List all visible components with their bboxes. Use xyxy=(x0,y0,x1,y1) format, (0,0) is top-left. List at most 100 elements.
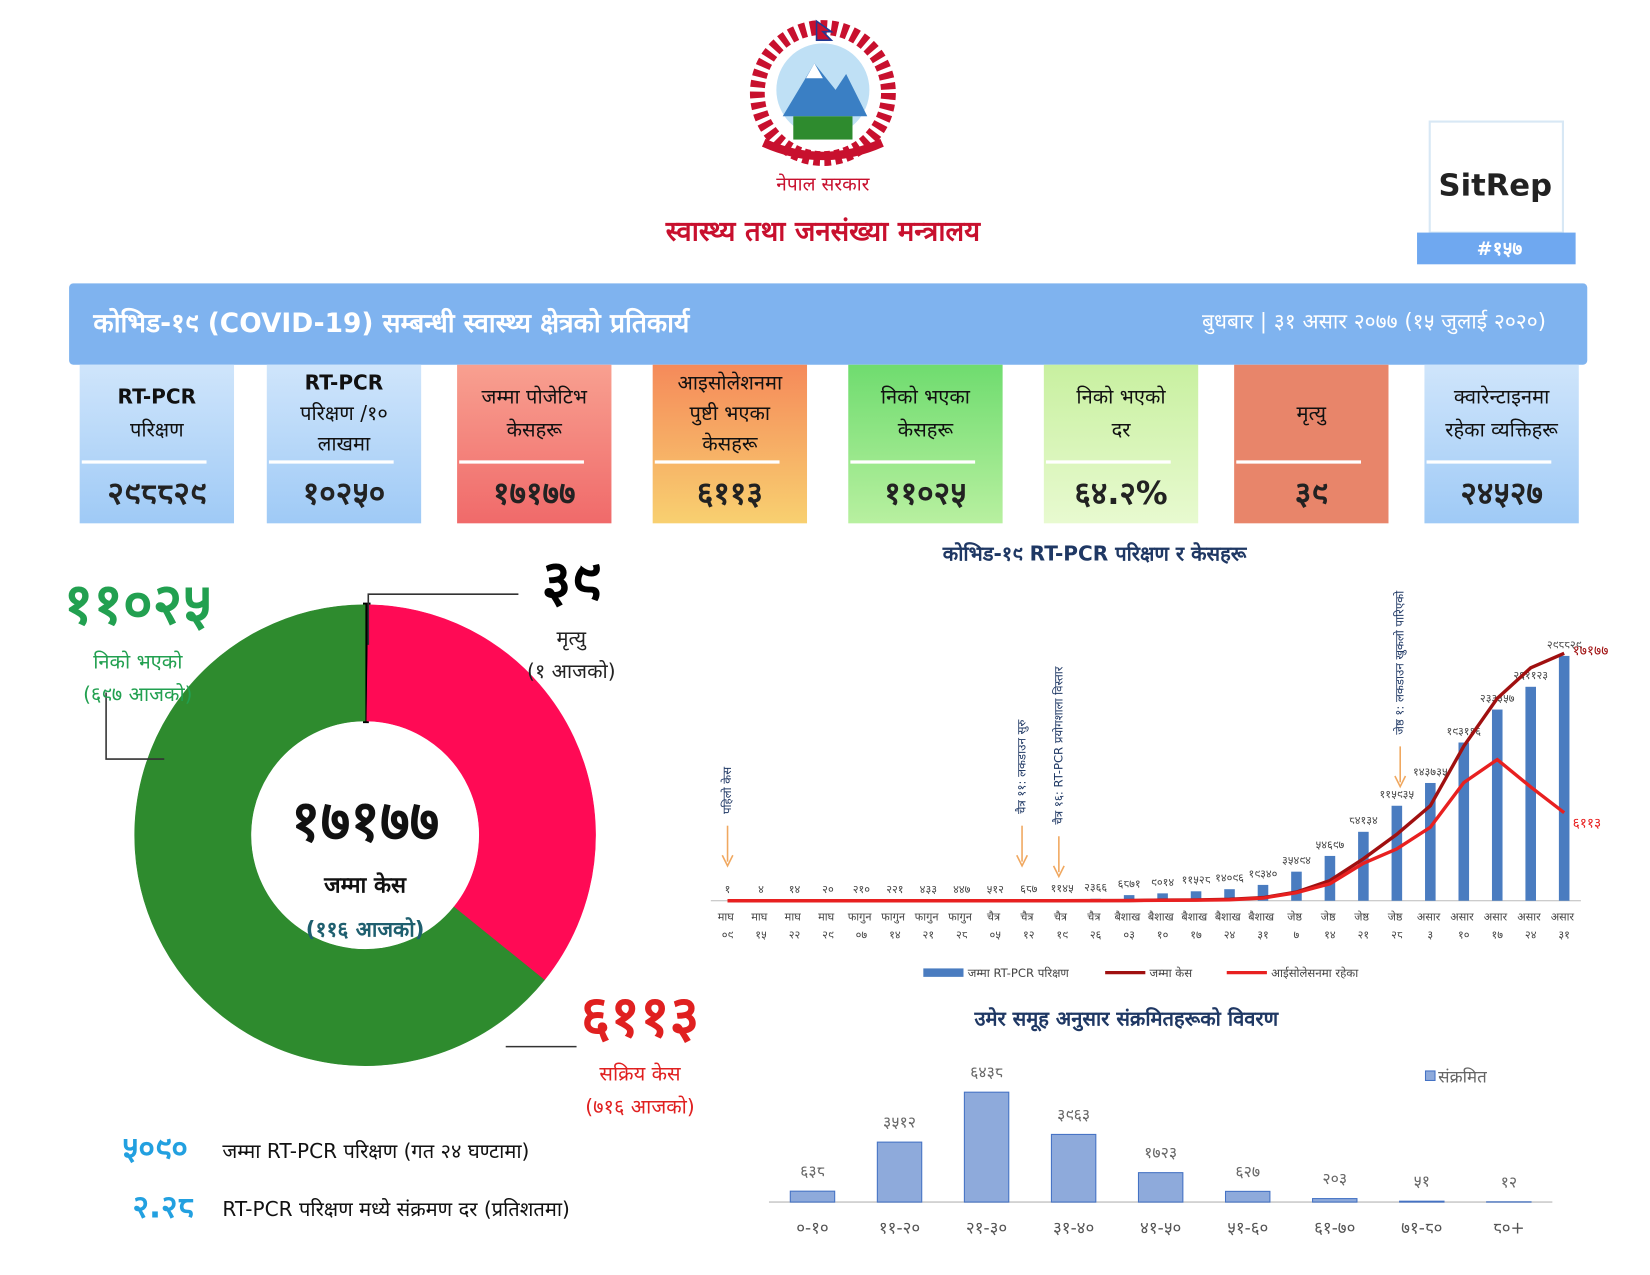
bar-value-label: १४३७३५ xyxy=(1413,765,1448,778)
bar-value-label: ९०१४ xyxy=(1151,876,1174,889)
x-tick-label: ७१-८० xyxy=(1401,1217,1442,1237)
bar-value-label: ११४५ xyxy=(1051,882,1074,895)
x-tick-label: बैशाख १७ xyxy=(1181,911,1210,942)
chart-title: कोभिड-१९ RT-PCR परिक्षण र केसहरू xyxy=(942,542,1248,566)
bar xyxy=(1291,871,1302,901)
slice-note: (७१६ आजको) xyxy=(585,1094,694,1118)
x-tick-label: ०-१० xyxy=(796,1217,828,1237)
card xyxy=(652,364,808,524)
donut-center-label: जम्मा केस xyxy=(323,871,407,898)
bar xyxy=(1525,686,1536,901)
x-tick-label: जेष्ठ १४ xyxy=(1321,911,1339,942)
x-tick-label: चैत्र १२ xyxy=(1020,911,1037,942)
bar xyxy=(789,1190,836,1203)
x-tick-label: असार १७ xyxy=(1484,911,1511,942)
x-tick-label: ८०+ xyxy=(1493,1217,1525,1237)
x-tick-label: जेष्ठ २१ xyxy=(1354,911,1372,942)
bar-value-label: ४३३ xyxy=(920,883,937,896)
bar-value-label: ४४७ xyxy=(953,883,971,896)
bar-value-label: २१० xyxy=(853,883,871,896)
bar xyxy=(1425,782,1436,901)
slice-value-label: ६११३ xyxy=(581,984,700,1050)
stat-value: २.२८ xyxy=(133,1189,195,1225)
line-end-label: १७१७७ xyxy=(1573,643,1609,659)
bar-value-label: ६८७ xyxy=(1020,883,1038,896)
card xyxy=(1424,364,1579,524)
stat-text: जम्मा RT-PCR परिक्षण (गत २४ घण्टामा) xyxy=(222,1139,529,1163)
x-tick-label: चैत्र २६ xyxy=(1087,911,1104,942)
bar xyxy=(1312,1198,1358,1203)
card-value: २९८८२९ xyxy=(107,476,206,512)
card-label: केसहरू xyxy=(898,417,954,441)
donut-slice xyxy=(366,604,596,981)
bar-value-label: १७२३ xyxy=(1144,1143,1177,1162)
slice-category: निको भएको xyxy=(93,649,183,673)
x-tick-label: चैत्र ०५ xyxy=(987,911,1004,942)
leader-line xyxy=(105,692,165,760)
line-end-label: ६११३ xyxy=(1573,815,1602,831)
card-label: केसहरू xyxy=(702,432,758,456)
x-tick-label: माघ १५ xyxy=(751,911,771,942)
annotation: पहिलो केस xyxy=(720,766,734,814)
bar-value-label: १४ xyxy=(789,883,801,896)
x-tick-label: फागुन ०७ xyxy=(848,911,875,942)
banner-date: बुधबार | ३१ असार २०७७ (१५ जुलाई २०२०) xyxy=(1202,308,1546,334)
bar xyxy=(1324,855,1336,901)
sitrep-badge: SitRep #१५७ xyxy=(1417,120,1576,265)
bar-value-label: २०३ xyxy=(1322,1169,1347,1188)
x-tick-label: बैशाख २४ xyxy=(1215,911,1244,942)
bar xyxy=(1399,1200,1445,1203)
x-tick-label: बैशाख ०३ xyxy=(1114,911,1143,942)
emblem xyxy=(749,19,896,166)
card-label: रहेका व्यक्तिहरू xyxy=(1445,417,1558,441)
card-label: मृत्यु xyxy=(1297,401,1327,426)
banner xyxy=(69,283,1588,365)
age-chart: उमेर समूह अनुसार संक्रमितहरूको विवरण ०-१०… xyxy=(768,1007,1553,1237)
bar-value-label: ३५१२ xyxy=(883,1113,916,1132)
bar-value-label: ६३८ xyxy=(800,1162,825,1181)
annotation-arrowhead xyxy=(721,854,734,868)
legend-label: संक्रमित xyxy=(1438,1066,1487,1086)
donut-center-value: १७१७७ xyxy=(291,788,439,854)
legend-label: जम्मा केस xyxy=(1150,966,1194,980)
card-label: परिक्षण /१० xyxy=(300,401,388,425)
card-label: दर xyxy=(1112,417,1132,441)
bar-value-label: ३५४९४ xyxy=(1282,854,1311,867)
slice-category: सक्रिय केस xyxy=(599,1062,681,1086)
card-value: ३९ xyxy=(1295,476,1328,512)
bar-value-label: ५१ xyxy=(1414,1172,1430,1191)
bar xyxy=(1458,742,1470,901)
bar xyxy=(1137,1172,1184,1203)
slice-note: (६९७ आजको) xyxy=(83,682,192,706)
bar xyxy=(1224,889,1235,901)
bar-value-label: ६४३८ xyxy=(970,1063,1003,1082)
legend-swatch xyxy=(1424,1070,1436,1082)
bar xyxy=(876,1141,923,1203)
bar-value-label: १९३४० xyxy=(1249,867,1278,880)
card-label: RT-PCR xyxy=(118,385,197,409)
card xyxy=(1234,364,1389,524)
bar-value-label: ३९६३ xyxy=(1057,1105,1090,1124)
donut-chart: १७१७७ जम्मा केस (११६ आजको) ११०२५ निको भएको (६… xyxy=(64,548,700,1118)
bar-value-label: ११५२८ xyxy=(1182,874,1211,887)
bar-value-label: ५४६९७ xyxy=(1315,838,1344,851)
bar-value-label: २६११२३ xyxy=(1513,669,1548,682)
card-label: पुष्टी भएका xyxy=(690,401,771,426)
card-value: ६४.२% xyxy=(1074,476,1167,512)
cards: RT-PCR परिक्षण २९८८२९ RT-PCR परिक्षण /१० लाखम… xyxy=(79,364,1579,524)
bar-value-label: ११५९३५ xyxy=(1380,788,1415,801)
slice-category: मृत्यु xyxy=(557,626,587,651)
bar xyxy=(963,1091,1010,1203)
bar xyxy=(1123,895,1135,901)
banner-title: कोभिड-१९ (COVID-19) सम्बन्धी स्वास्थ्य क… xyxy=(92,307,691,339)
x-tick-label: असार २४ xyxy=(1517,911,1544,942)
sitrep-number: #१५७ xyxy=(1477,238,1523,260)
card-value: १०२५० xyxy=(303,476,385,512)
annotation-arrowhead xyxy=(1016,854,1029,868)
line-series xyxy=(727,757,1566,903)
x-tick-label: ११-२० xyxy=(879,1217,920,1237)
annotation-arrowhead xyxy=(1394,775,1407,789)
x-tick-label: माघ २२ xyxy=(785,911,805,942)
x-tick-label: फागुन २८ xyxy=(948,911,975,942)
bar xyxy=(1257,884,1269,901)
